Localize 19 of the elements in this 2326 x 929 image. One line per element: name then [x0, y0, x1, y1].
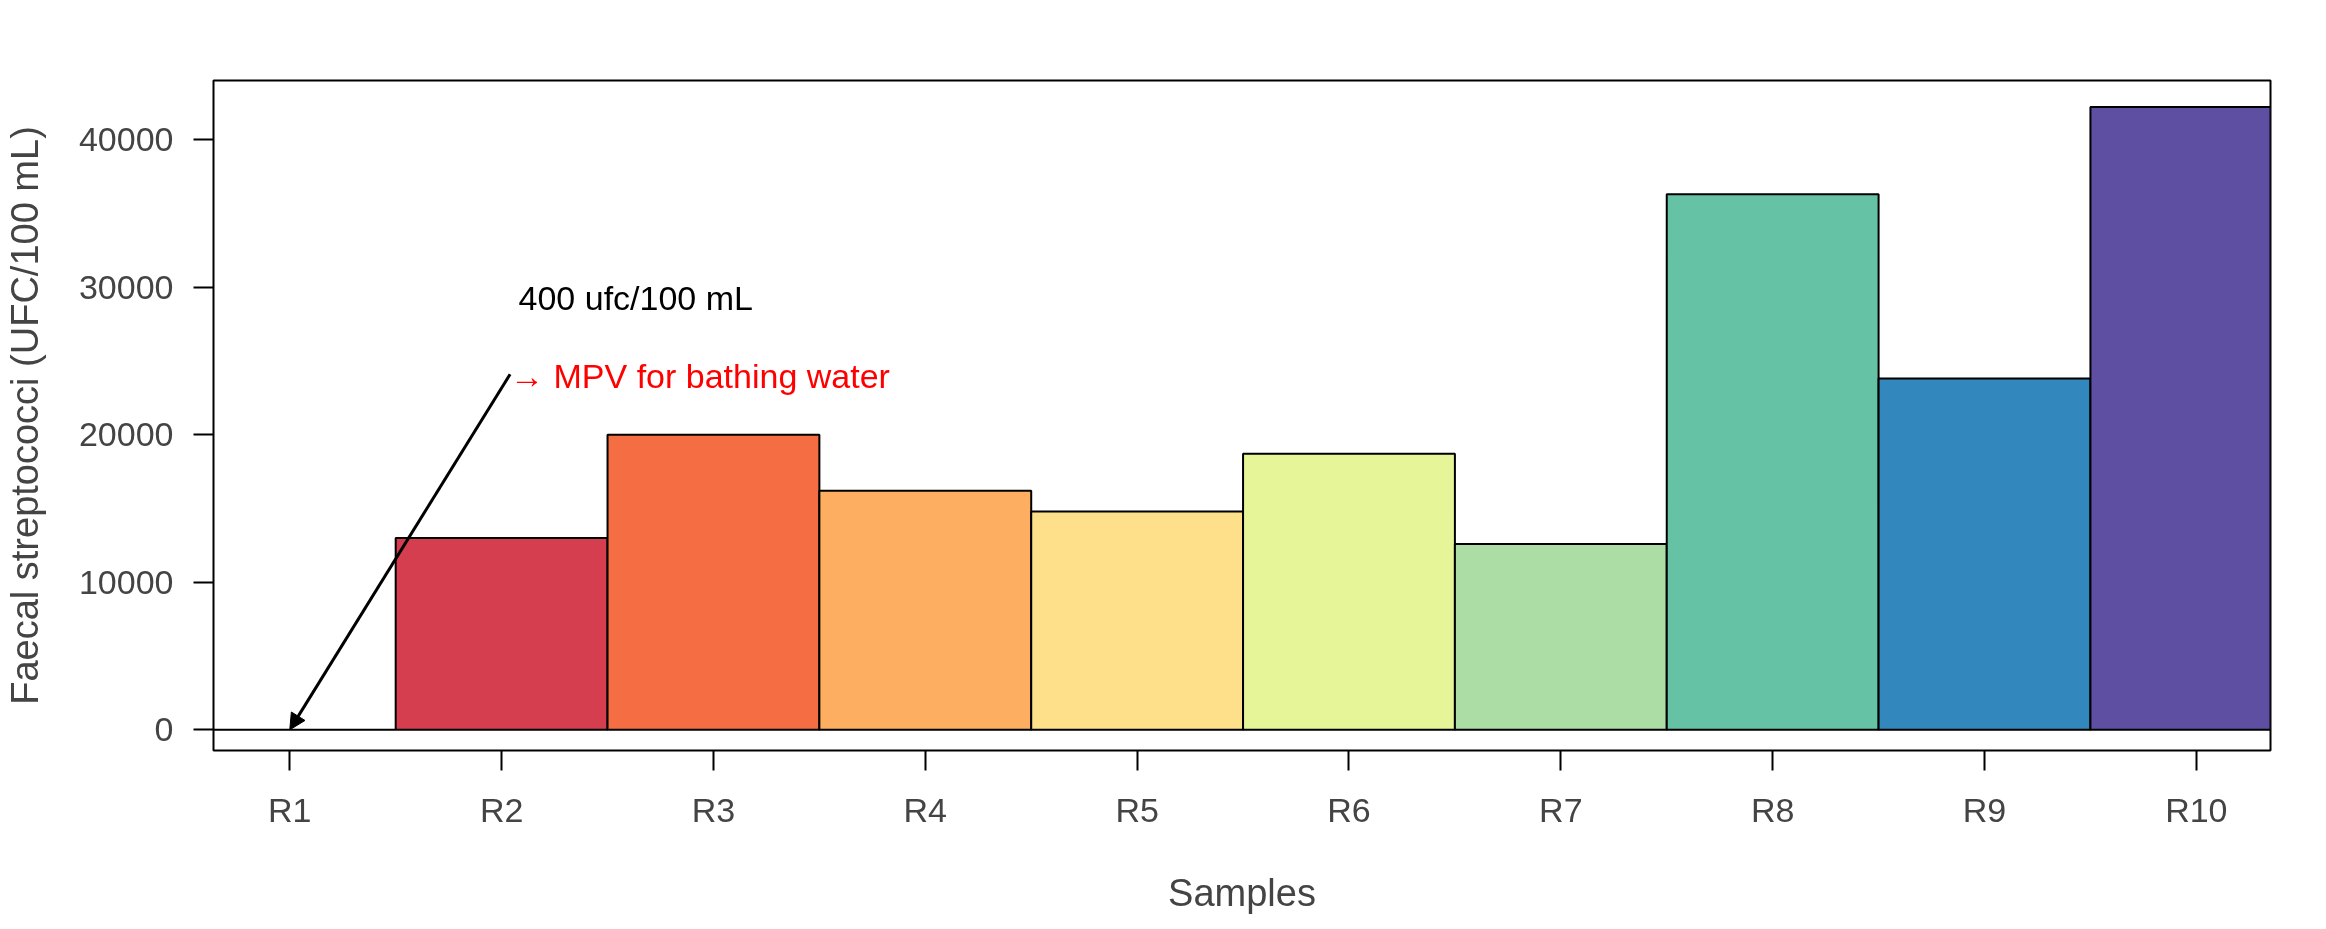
x-tick-label: R4: [903, 790, 948, 829]
x-tick-label: R10: [2165, 790, 2228, 829]
x-axis-title: Samples: [1168, 871, 1316, 914]
x-tick-label: R1: [268, 790, 312, 829]
x-tick-label: R5: [1115, 790, 1159, 829]
y-axis-title: Faecal streptococci (UFC/100 mL): [3, 126, 46, 705]
y-tick-label: 0: [154, 710, 174, 749]
x-tick-label: R2: [479, 790, 524, 829]
y-tick-label: 10000: [78, 562, 174, 601]
x-tick-label: R9: [1962, 790, 2007, 829]
x-tick-label: R7: [1539, 790, 1583, 829]
x-tick-label: R6: [1327, 790, 1371, 829]
y-tick-label: 40000: [78, 120, 174, 159]
annotation: 400 ufc/100 mL: [518, 278, 753, 317]
y-tick-label: 30000: [78, 267, 174, 306]
x-tick-label: R8: [1750, 790, 1795, 829]
annotation: → MPV for bathing water: [510, 356, 890, 395]
x-tick-label: R3: [691, 790, 736, 829]
y-tick-label: 20000: [78, 415, 174, 454]
